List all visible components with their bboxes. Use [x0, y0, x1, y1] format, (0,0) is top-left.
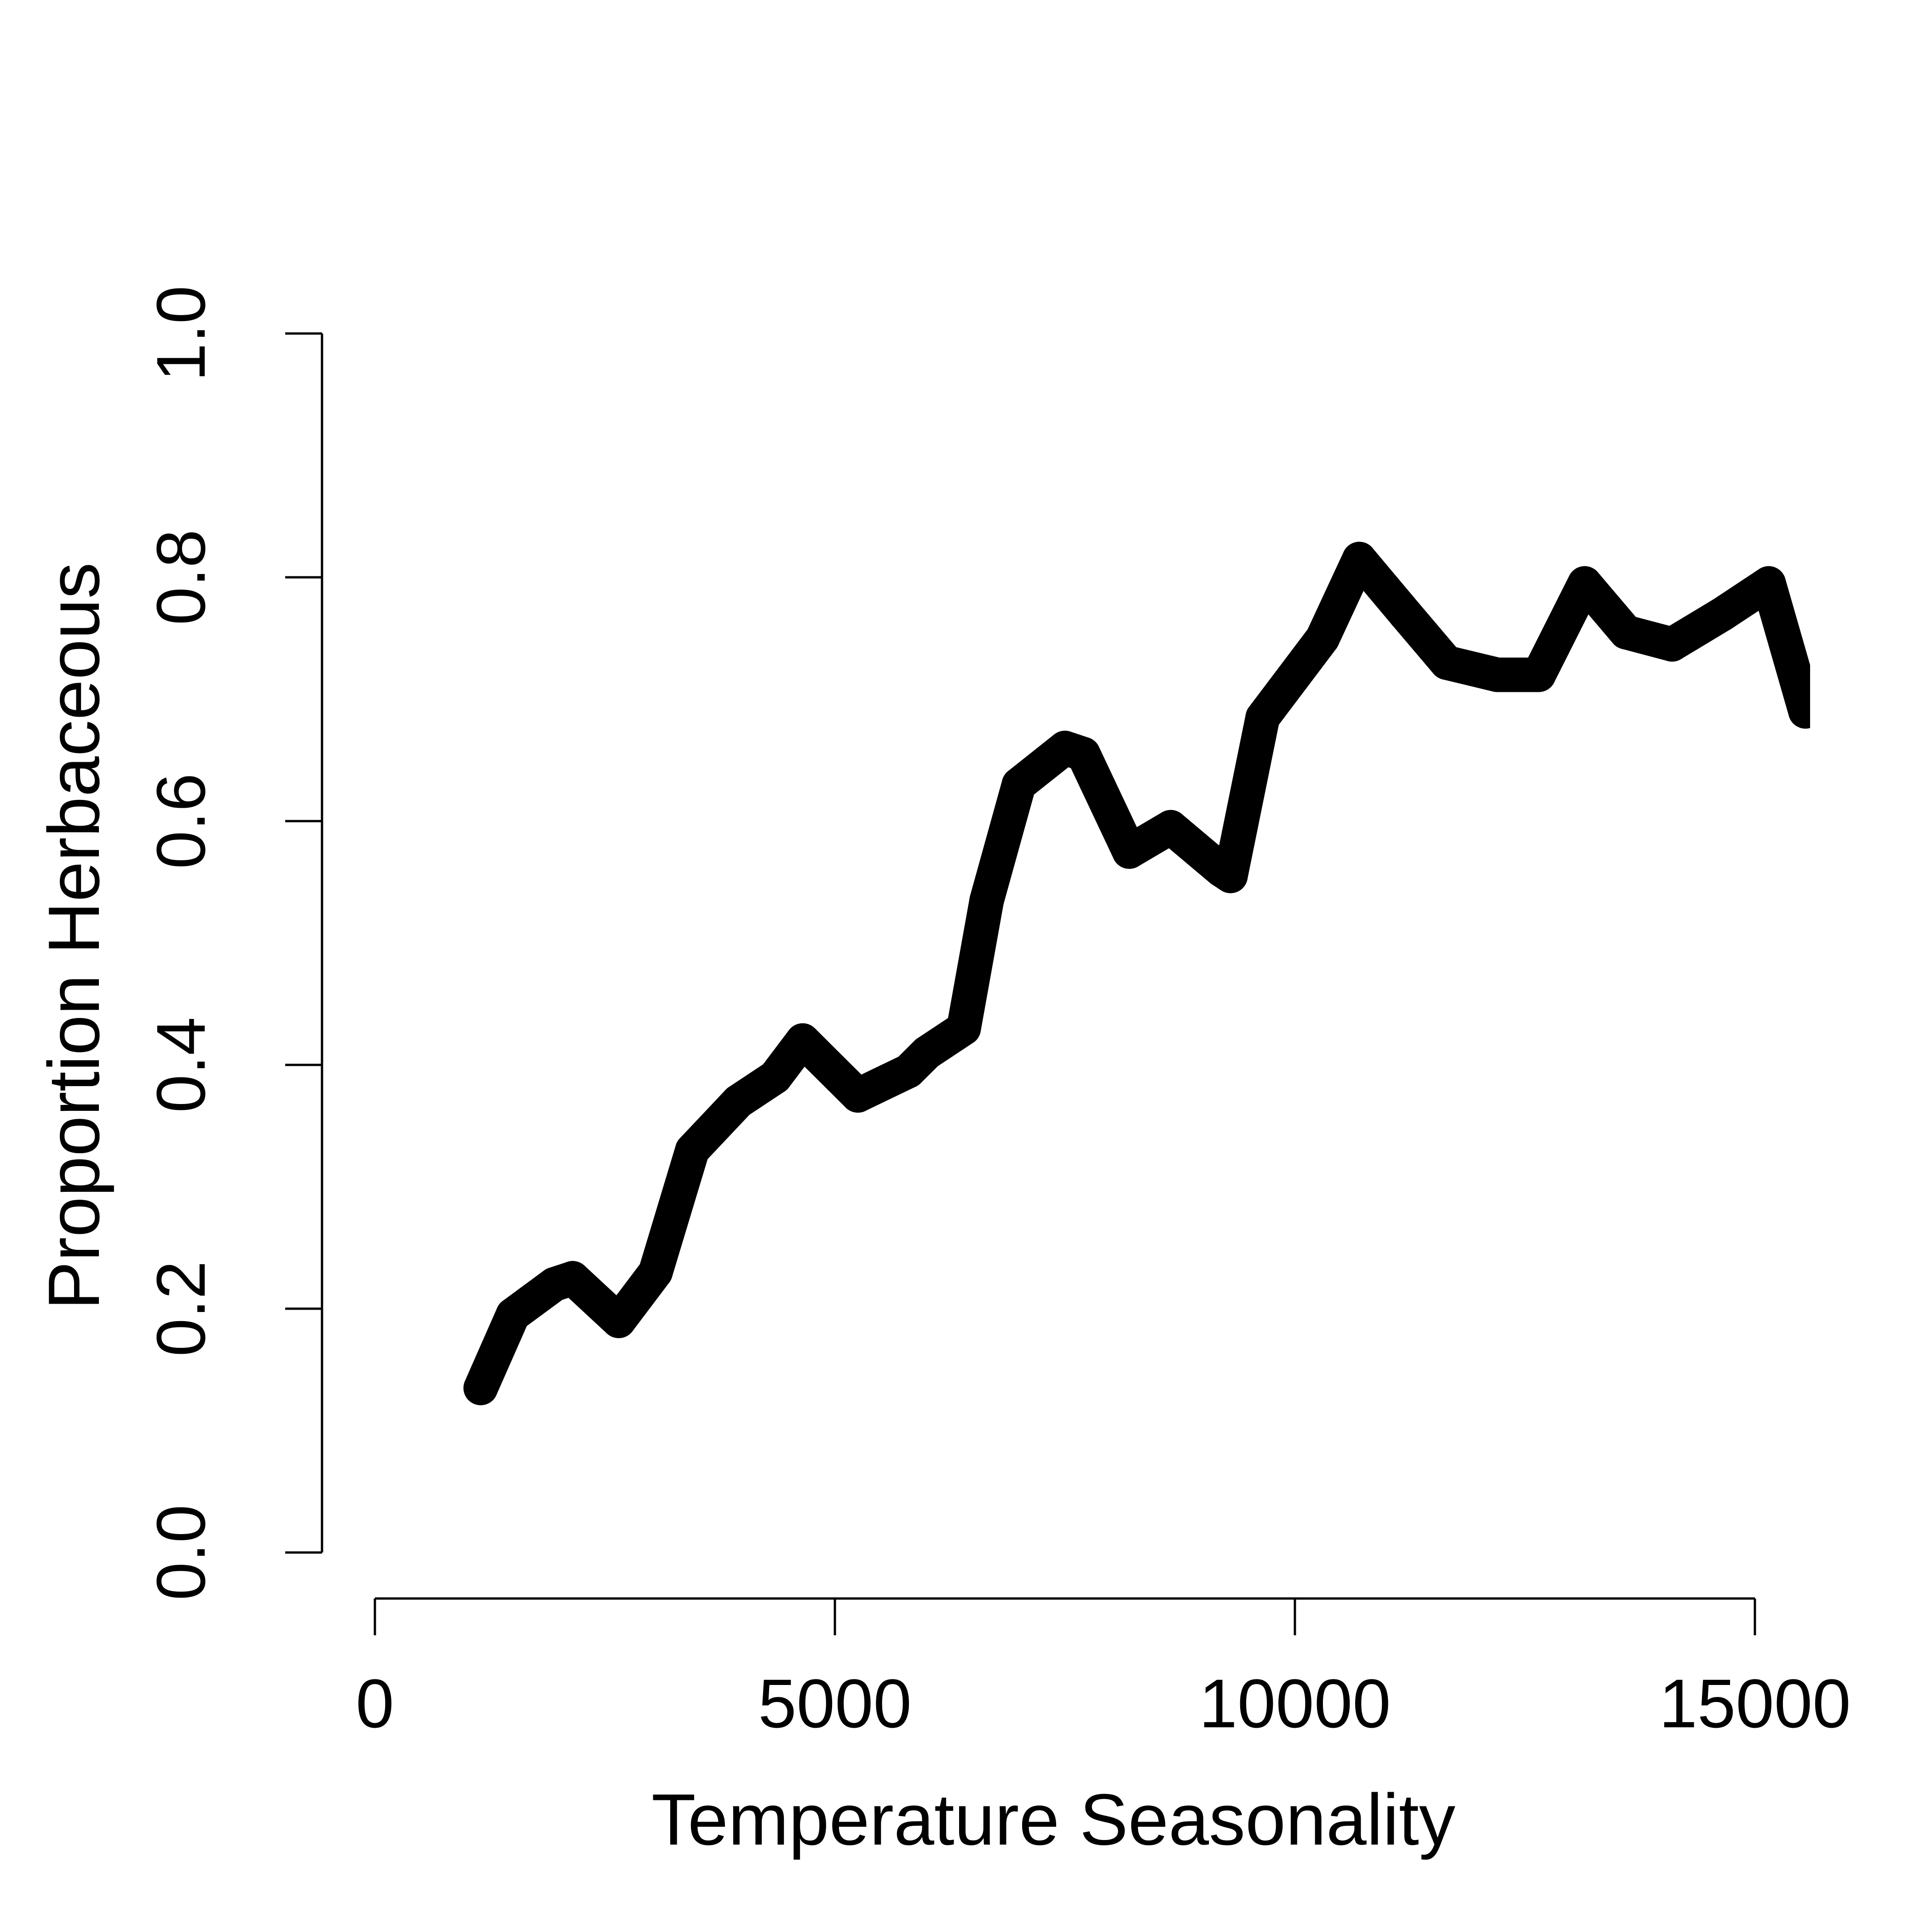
data-point	[1655, 627, 1690, 662]
y-tick-label: 0.2	[142, 1261, 219, 1357]
x-axis-label: Temperature Seasonality	[651, 1779, 1455, 1860]
y-tick-label: 0.8	[142, 529, 219, 626]
data-point	[1567, 566, 1602, 601]
data-point	[495, 1297, 530, 1332]
data-point	[721, 1084, 756, 1119]
data-point	[555, 1261, 590, 1296]
data-point	[1066, 736, 1101, 771]
data-point	[909, 1035, 944, 1070]
y-tick-label: 1.0	[142, 286, 219, 382]
data-point	[969, 883, 1004, 918]
series-layer	[463, 541, 1810, 1405]
data-point	[601, 1304, 636, 1338]
data-point	[1751, 566, 1786, 601]
data-point	[840, 1078, 875, 1113]
data-point	[1245, 700, 1280, 735]
data-point	[1521, 657, 1556, 692]
x-tick-label: 15000	[1659, 1665, 1851, 1742]
data-point	[1112, 834, 1147, 869]
data-point	[946, 1011, 981, 1046]
data-point	[1705, 597, 1740, 631]
x-tick-label: 0	[356, 1665, 394, 1742]
x-tick-label: 5000	[758, 1665, 912, 1742]
y-tick-label: 0.0	[142, 1505, 219, 1601]
data-point	[1429, 645, 1464, 680]
x-axis: 0 5000 10000 15000	[356, 1597, 1851, 1742]
data-point	[638, 1255, 673, 1289]
data-point	[785, 1023, 820, 1058]
data-point	[1001, 767, 1036, 802]
data-point	[1788, 694, 1810, 729]
y-tick-label: 0.6	[142, 773, 219, 869]
x-tick-label: 10000	[1199, 1665, 1391, 1742]
data-point	[1153, 810, 1188, 845]
data-point	[463, 1370, 498, 1405]
series-line	[463, 541, 1810, 1405]
data-point	[675, 1133, 710, 1167]
data-point	[1609, 615, 1644, 650]
data-point	[1480, 657, 1515, 692]
data-point	[1388, 597, 1423, 631]
data-point	[1305, 621, 1340, 656]
data-point	[1342, 541, 1377, 576]
y-axis: 0.0 0.2 0.4 0.6 0.8 1.0	[142, 286, 323, 1601]
data-point	[1213, 858, 1248, 893]
data-point	[758, 1060, 793, 1094]
y-axis-label: Proportion Herbaceous	[34, 563, 115, 1310]
y-tick-label: 0.4	[142, 1017, 219, 1113]
